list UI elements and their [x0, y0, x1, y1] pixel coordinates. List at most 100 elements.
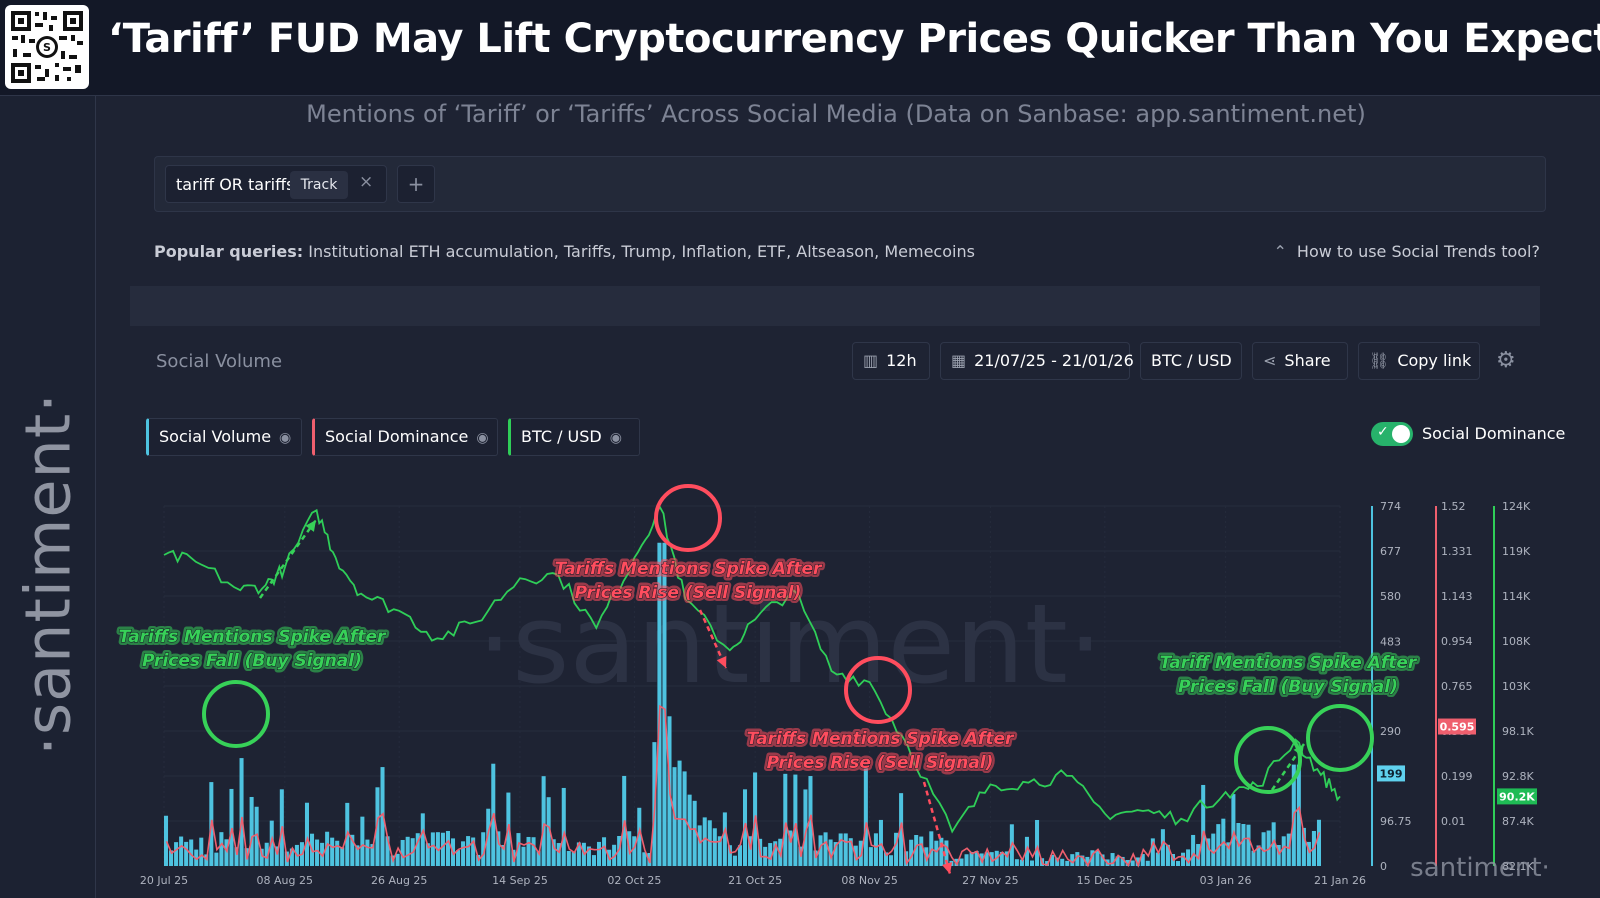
social-volume-bar	[919, 836, 924, 866]
social-dominance-toggle[interactable]: ✓	[1371, 422, 1413, 446]
social-volume-bar	[330, 837, 335, 866]
annotation-glow: Tariff Mentions Spike After	[1160, 653, 1418, 673]
social-volume-bar	[440, 832, 445, 866]
social-volume-bar	[773, 841, 778, 866]
pair-label: BTC / USD	[1151, 351, 1232, 370]
annotation-label: Prices Rise (Sell Signal)	[767, 753, 994, 773]
toggle-knob	[1392, 425, 1410, 443]
annotation-label: Prices Fall (Buy Signal)	[1178, 677, 1398, 697]
interval-label: 12h	[886, 351, 917, 370]
eye-icon[interactable]: ◉	[609, 430, 622, 446]
btc-usd-tick: 119K	[1502, 545, 1531, 558]
social-volume-bar	[818, 835, 823, 866]
social-volume-bar	[591, 855, 596, 866]
annotation-label: Prices Rise (Sell Signal)	[767, 753, 994, 773]
annotation-glow: Prices Fall (Buy Signal)	[1178, 677, 1398, 697]
social-volume-tick: 483	[1380, 635, 1401, 648]
social-volume-bar	[833, 842, 838, 866]
social-volume-bar	[370, 844, 375, 866]
popular-queries-label: Popular queries:	[154, 242, 304, 261]
social-volume-bar	[355, 845, 360, 866]
social-volume-bar	[793, 774, 798, 866]
social-volume-bar	[914, 834, 919, 866]
social-volume-bar	[828, 839, 833, 866]
annotation-label: Prices Rise (Sell Signal)	[575, 583, 802, 603]
annotation-arrowhead	[1293, 744, 1304, 756]
btc-usd-series	[163, 504, 1341, 834]
annotation-label: Tariffs Mentions Spike After	[555, 559, 823, 579]
social-volume-bar	[1115, 856, 1120, 866]
social-volume-bar	[1226, 842, 1231, 866]
social-volume-bar	[445, 830, 450, 866]
x-tick-label: 27 Nov 25	[962, 874, 1018, 887]
social-volume-bar	[934, 840, 939, 866]
social-volume-bar	[576, 842, 581, 866]
legend-btc-usd[interactable]: BTC / USD ◉	[508, 418, 640, 456]
social-volume-tick: 290	[1380, 725, 1401, 738]
legend-btc-usd-label: BTC / USD	[521, 427, 602, 446]
popular-queries-list[interactable]: Institutional ETH accumulation, Tariffs,…	[308, 242, 975, 261]
social-volume-bar	[1206, 838, 1211, 866]
social-volume-bar	[974, 850, 979, 866]
gear-icon[interactable]: ⚙	[1496, 348, 1516, 373]
annotation-glow: Tariffs Mentions Spike After	[747, 729, 1015, 749]
social-volume-bar	[848, 838, 853, 866]
social-volume-bar	[1095, 850, 1100, 866]
social-volume-bar	[1065, 860, 1070, 866]
interval-button[interactable]: ▥ 12h	[852, 342, 930, 380]
social-volume-bar	[843, 833, 848, 866]
legend-social-volume[interactable]: Social Volume ◉	[146, 418, 302, 456]
annotation-label: Tariffs Mentions Spike After	[555, 559, 823, 579]
social-volume-bar	[1211, 833, 1216, 866]
social-dominance-tick: 1.331	[1441, 545, 1473, 558]
social-volume-bar	[1019, 859, 1024, 866]
chart-axes: 774 677 580 483 290 96.75 0 1.52 1.331 1.143 0.954…	[140, 500, 1537, 887]
social-volume-bar	[1035, 819, 1040, 866]
social-dominance-tick: 0.954	[1441, 635, 1473, 648]
social-volume-bar	[481, 832, 486, 866]
social-volume-bar	[1090, 850, 1095, 866]
social-volume-bar	[899, 793, 904, 866]
social-volume-bar	[1175, 861, 1181, 866]
x-tick-label: 03 Jan 26	[1200, 874, 1252, 887]
social-volume-bar	[632, 836, 637, 866]
plus-icon[interactable]: +	[397, 165, 435, 203]
eye-icon[interactable]: ◉	[279, 430, 292, 446]
social-volume-bar	[808, 776, 813, 866]
annotation-label: Tariffs Mentions Spike After	[747, 729, 1015, 749]
query-chip[interactable]: tariff OR tariffs Track ×	[165, 165, 387, 203]
howto-link[interactable]: ⌃ How to use Social Trends tool?	[1274, 242, 1540, 261]
track-button[interactable]: Track	[290, 171, 348, 199]
social-volume-bar	[1196, 844, 1201, 866]
social-dominance-tick: 1.143	[1441, 590, 1473, 603]
social-volume-bar	[521, 846, 526, 866]
social-volume-bar	[1075, 852, 1080, 866]
social-volume-bar	[325, 831, 330, 866]
social-volume-bar	[375, 787, 380, 866]
social-volume-bar	[803, 789, 808, 866]
chart-subtitle: Mentions of ‘Tariff’ or ‘Tariffs’ Across…	[306, 100, 1366, 128]
btc-usd-line	[163, 504, 1341, 834]
annotation-label: Prices Rise (Sell Signal)	[575, 583, 802, 603]
eye-icon[interactable]: ◉	[476, 430, 489, 446]
share-button[interactable]: ⋖ Share	[1252, 342, 1348, 380]
social-volume-bar	[224, 839, 229, 866]
social-volume-bar	[380, 767, 385, 866]
social-volume-bar	[1186, 849, 1191, 866]
social-volume-bar	[501, 845, 506, 866]
social-volume-bar	[1251, 850, 1256, 866]
x-tick-label: 08 Nov 25	[841, 874, 897, 887]
date-range-button[interactable]: ▦ 21/07/25 - 21/01/26	[940, 342, 1134, 380]
copy-link-button[interactable]: ⛓ Copy link	[1358, 342, 1480, 380]
social-volume-bar	[1296, 764, 1301, 866]
legend-social-dominance[interactable]: Social Dominance ◉	[312, 418, 498, 456]
social-volume-bar	[813, 850, 818, 866]
social-volume-bar	[531, 837, 536, 866]
pair-button[interactable]: BTC / USD	[1140, 342, 1242, 380]
annotation-arrow	[922, 781, 952, 875]
close-icon[interactable]: ×	[359, 172, 374, 192]
social-volume-bar	[289, 848, 294, 866]
annotation-label: Tariff Mentions Spike After	[1160, 653, 1418, 673]
social-volume-bar	[1191, 834, 1196, 866]
